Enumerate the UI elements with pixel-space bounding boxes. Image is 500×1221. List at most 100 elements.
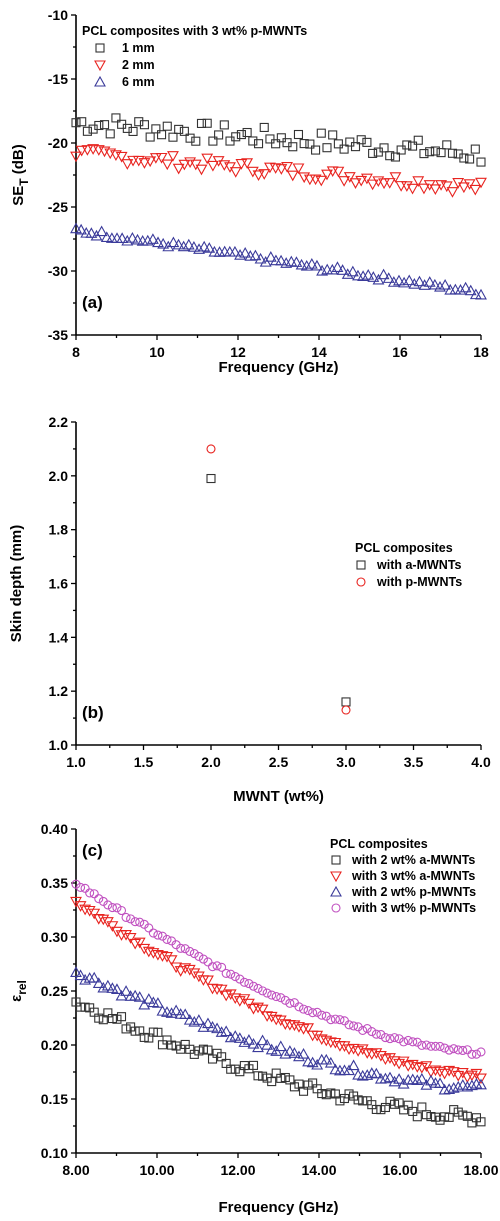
data-point	[118, 1013, 126, 1021]
data-point	[309, 1079, 317, 1087]
data-point	[272, 1069, 280, 1077]
data-point	[281, 996, 289, 1004]
legend-label: with a-MWNTs	[376, 558, 462, 572]
data-point	[127, 915, 135, 923]
y-tick-label: 0.25	[41, 983, 68, 999]
data-point	[83, 127, 91, 135]
legend-title: PCL composites	[330, 837, 428, 851]
x-tick-label: 10	[149, 344, 165, 360]
data-point	[431, 1113, 439, 1121]
legend-symbol	[331, 872, 341, 881]
y-axis-label: SET (dB)	[10, 144, 31, 206]
data-point	[107, 922, 117, 931]
data-point	[259, 1072, 267, 1080]
data-point	[413, 1113, 421, 1121]
legend-label: 1 mm	[122, 41, 155, 55]
data-point	[258, 1036, 268, 1045]
y-axis-label-main: Skin depth (mm)	[8, 525, 25, 643]
legend-label: with 3 wt% p-MWNTs	[351, 901, 476, 915]
y-tick-label: -25	[48, 199, 68, 215]
data-point	[90, 890, 98, 898]
data-point	[230, 247, 240, 256]
data-point	[163, 1036, 171, 1044]
data-point	[220, 121, 228, 129]
legend-symbol	[95, 61, 105, 70]
x-tick-label: 1.0	[66, 754, 86, 770]
data-point	[425, 277, 435, 286]
chart-panel-2: 1.0 1.5 2.0 2.5 3.0 3.5 4.0 1.0 1.2 1.4 1.6 1.8 2.0 2…	[8, 414, 491, 805]
y-tick-label: 1.6	[49, 576, 69, 592]
data-point	[227, 1065, 235, 1073]
data-point	[135, 118, 143, 126]
data-point	[431, 1042, 439, 1050]
data-point	[435, 1067, 445, 1076]
data-point	[381, 1103, 389, 1111]
data-point	[472, 1050, 480, 1058]
data-point	[436, 1042, 444, 1050]
data-point	[477, 1048, 485, 1056]
data-point	[181, 945, 189, 953]
data-point	[254, 1072, 262, 1080]
data-point	[263, 989, 271, 997]
legend: PCL compositeswith a-MWNTswith p-MWNTs	[355, 541, 462, 589]
x-tick-label: 18	[473, 344, 489, 360]
data-point	[175, 125, 183, 133]
data-point	[231, 168, 241, 177]
data-point	[145, 1034, 153, 1042]
legend-title: PCL composites	[355, 541, 453, 555]
data-point	[225, 247, 235, 256]
data-point	[306, 140, 314, 148]
data-point	[245, 980, 253, 988]
data-point	[81, 1003, 89, 1011]
y-axis-label-unit: (dB)	[10, 144, 27, 178]
data-point	[329, 131, 337, 139]
data-point	[81, 228, 91, 237]
series-1	[207, 475, 350, 706]
data-point	[288, 171, 298, 180]
data-point	[372, 1105, 380, 1113]
y-tick-label: 0.10	[41, 1145, 68, 1161]
data-point	[414, 136, 422, 144]
data-point	[445, 1113, 453, 1121]
data-point	[450, 1106, 458, 1114]
legend-symbol	[95, 77, 105, 86]
data-point	[436, 1116, 444, 1124]
x-tick-label: 1.5	[134, 754, 154, 770]
y-tick-label: 1.2	[49, 683, 69, 699]
data-point	[450, 285, 460, 294]
data-point	[441, 1044, 449, 1052]
data-point	[441, 1113, 449, 1121]
series-2	[71, 145, 486, 197]
y-axis-label: εrel	[8, 980, 29, 1002]
x-tick-label: 14	[311, 344, 327, 360]
data-point	[463, 1046, 471, 1054]
data-point	[235, 1033, 245, 1042]
data-point	[140, 121, 148, 129]
data-point	[334, 140, 342, 148]
panel-label: (c)	[82, 841, 103, 860]
data-point	[277, 134, 285, 142]
series-2	[207, 445, 350, 714]
y-tick-label: 1.4	[49, 629, 69, 645]
data-point	[113, 904, 121, 912]
y-tick-label: 1.8	[49, 522, 69, 538]
data-point	[195, 952, 203, 960]
data-point	[149, 929, 157, 937]
data-point	[304, 1081, 312, 1089]
data-point	[186, 947, 194, 955]
data-point	[254, 984, 262, 992]
data-point	[304, 1007, 312, 1015]
data-point	[317, 129, 325, 137]
series-3	[71, 224, 486, 299]
y-axis-label-main: SE	[10, 186, 27, 206]
y-tick-label: 0.20	[41, 1037, 68, 1053]
data-point	[197, 119, 205, 127]
data-point	[243, 129, 251, 137]
x-tick-label: 8.00	[62, 1162, 89, 1178]
legend-label: 6 mm	[122, 75, 155, 89]
data-point	[149, 1028, 157, 1036]
legend: PCL compositeswith 2 wt% a-MWNTswith 3 w…	[330, 837, 476, 915]
data-point	[208, 161, 218, 170]
data-point	[203, 119, 211, 127]
data-point	[418, 1103, 426, 1111]
